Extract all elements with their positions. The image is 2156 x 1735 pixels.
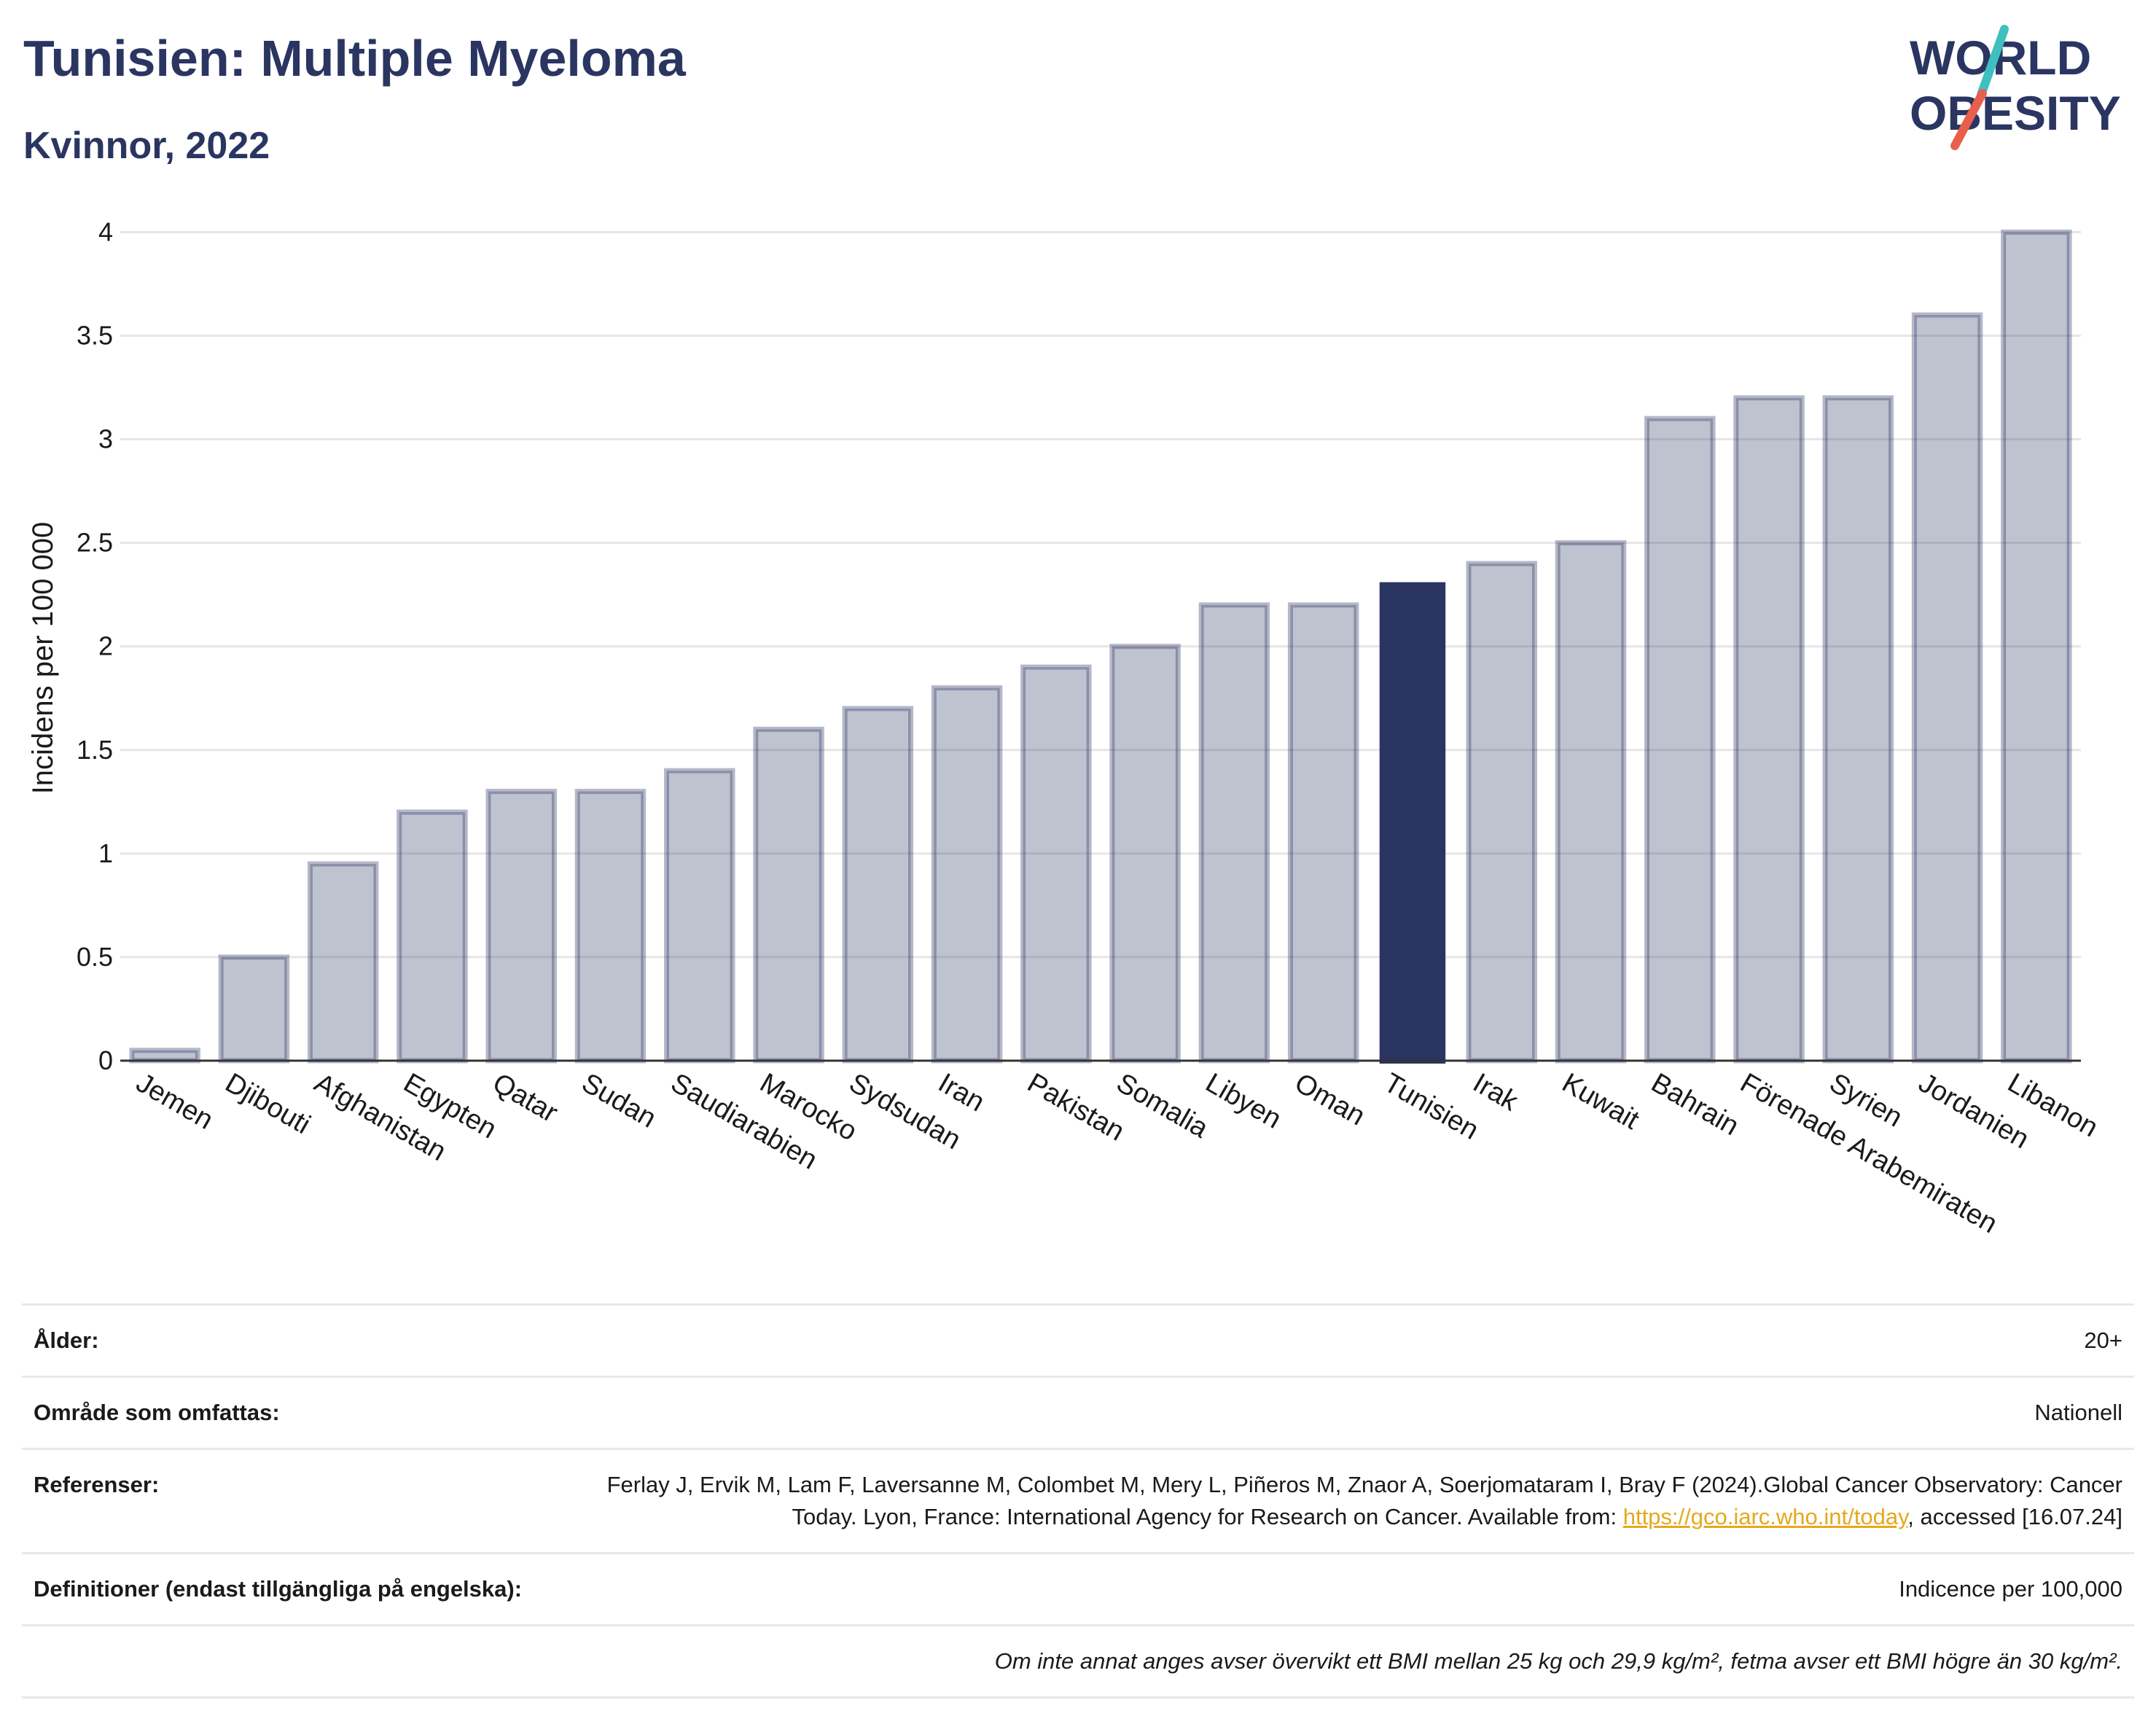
- bar-chart: 0 0.5 1 1.5 2 2.5 3 3.5 4 Jemen DjiboutiAfghanist…: [27, 217, 2104, 1239]
- references-value: Ferlay J, Ervik M, Lam F, Laversanne M, …: [529, 1469, 2122, 1533]
- references-link[interactable]: https://gco.iarc.who.int/today: [1622, 1504, 1908, 1529]
- info-row-age: Ålder: 20+: [22, 1303, 2134, 1376]
- bar-egypten: [397, 809, 468, 1064]
- bar-sudan: [574, 789, 647, 1064]
- x-tick-label: Somalia: [1112, 1067, 1214, 1144]
- area-value: Nationell: [2034, 1400, 2122, 1425]
- x-tick-label: Tunisien: [1378, 1067, 1483, 1145]
- y-axis-ticks: 0 0.5 1 1.5 2 2.5 3 3.5 4: [77, 217, 113, 1075]
- bar-bahrain: [1644, 416, 1716, 1064]
- info-row-references: Referenser: Ferlay J, Ervik M, Lam F, La…: [22, 1448, 2134, 1552]
- chart-subtitle: Kvinnor, 2022: [23, 125, 270, 167]
- y-tick-label: 4: [98, 217, 113, 246]
- bar-saudiarabien: [664, 768, 735, 1064]
- logo-line2: OBESITY: [1910, 86, 2121, 140]
- y-tick-label: 2.5: [77, 528, 113, 558]
- x-tick-label: Libyen: [1200, 1067, 1286, 1134]
- info-row-definitions: Definitioner (endast tillgängliga på eng…: [22, 1552, 2134, 1624]
- x-tick-label: Iran: [933, 1067, 990, 1118]
- x-tick-label: Jemen: [131, 1067, 219, 1135]
- y-tick-label: 2: [98, 631, 113, 661]
- bar-kuwait: [1555, 540, 1627, 1064]
- y-tick-label: 0: [98, 1045, 113, 1075]
- bar-somalia: [1109, 644, 1181, 1064]
- logo-slash-teal: [1977, 25, 2009, 99]
- bar-libanon: [2001, 229, 2072, 1064]
- logo-slash-red: [1950, 89, 1987, 150]
- x-tick-label: Sudan: [577, 1067, 661, 1134]
- bars: [129, 229, 2072, 1064]
- bar-iran: [931, 685, 1003, 1064]
- x-tick-label: Bahrain: [1646, 1067, 1743, 1142]
- definitions-label: Definitioner (endast tillgängliga på eng…: [34, 1576, 523, 1602]
- bar-djibouti: [218, 954, 290, 1064]
- bar-pakistan: [1020, 664, 1092, 1064]
- age-label: Ålder:: [34, 1327, 99, 1353]
- bar-jemen: [129, 1048, 200, 1064]
- x-tick-label: Pakistan: [1022, 1067, 1129, 1147]
- footnote-text: Om inte annat anges avser övervikt ett B…: [994, 1648, 2122, 1674]
- bar-förenade-arabemiraten: [1733, 395, 1805, 1064]
- x-tick-label: Irak: [1468, 1067, 1524, 1118]
- y-tick-label: 3.5: [77, 320, 113, 350]
- info-table: Ålder: 20+ Område som omfattas: Nationel…: [22, 1303, 2134, 1699]
- x-tick-label: Djibouti: [220, 1067, 316, 1140]
- references-label: Referenser:: [34, 1472, 160, 1497]
- info-row-footnote: Om inte annat anges avser övervikt ett B…: [22, 1624, 2134, 1699]
- world-obesity-logo: WORLD OBESITY: [1910, 25, 2121, 150]
- x-tick-label: Oman: [1289, 1067, 1370, 1131]
- bar-marocko: [753, 726, 824, 1064]
- bar-jordanien: [1911, 312, 1983, 1064]
- bar-syrien: [1822, 395, 1894, 1064]
- references-text-2: , accessed [16.07.24]: [1907, 1504, 2122, 1529]
- bar-qatar: [485, 789, 557, 1064]
- y-tick-label: 3: [98, 424, 113, 454]
- x-tick-label: Kuwait: [1557, 1067, 1644, 1136]
- age-value: 20+: [2084, 1327, 2122, 1353]
- y-tick-label: 1: [98, 838, 113, 868]
- info-row-area: Område som omfattas: Nationell: [22, 1376, 2134, 1448]
- bar-afghanistan: [307, 861, 379, 1064]
- references-text-1: Ferlay J, Ervik M, Lam F, Laversanne M, …: [606, 1472, 2122, 1529]
- bar-libyen: [1198, 602, 1270, 1064]
- chart-title: Tunisien: Multiple Myeloma: [23, 30, 686, 87]
- definitions-value: Indicence per 100,000: [1899, 1576, 2122, 1602]
- y-axis-title: Incidens per 100 000: [27, 522, 59, 795]
- y-tick-label: 0.5: [77, 942, 113, 972]
- bar-oman: [1287, 602, 1359, 1064]
- area-label: Område som omfattas:: [34, 1400, 280, 1425]
- bar-irak: [1466, 561, 1537, 1064]
- bar-tunisien: [1379, 582, 1446, 1064]
- grid-lines: [120, 230, 2081, 959]
- y-tick-label: 1.5: [77, 735, 113, 765]
- bar-sydsudan: [842, 706, 914, 1064]
